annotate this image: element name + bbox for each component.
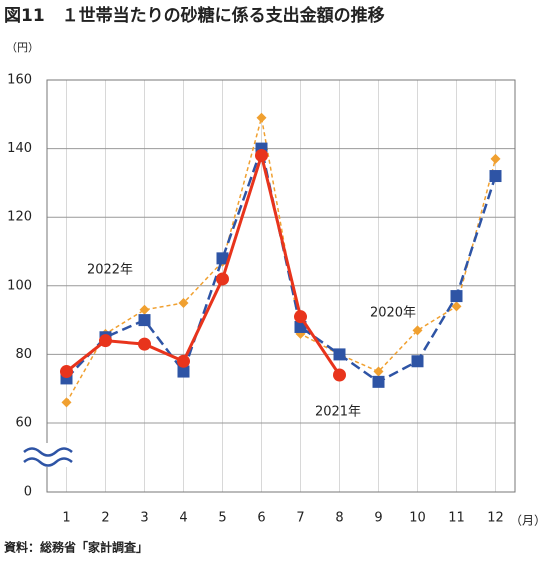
series-label: 2022年 xyxy=(87,263,133,278)
x-tick-label: 8 xyxy=(335,511,343,526)
chart-title: 図11 １世帯当たりの砂糖に係る支出金額の推移 xyxy=(4,5,385,26)
x-tick-label: 7 xyxy=(296,511,304,526)
axis-break xyxy=(23,457,73,467)
series-line xyxy=(65,117,497,403)
x-tick-label: 11 xyxy=(448,511,465,526)
marker xyxy=(60,365,73,379)
series-label: 2021年 xyxy=(315,405,361,420)
x-tick-label: 9 xyxy=(374,511,382,526)
marker xyxy=(294,320,307,333)
x-unit: （月） xyxy=(510,514,545,528)
y-tick-label: 80 xyxy=(15,347,32,362)
marker xyxy=(294,310,307,324)
y-tick-label: 0 xyxy=(24,485,32,500)
x-tick-label: 12 xyxy=(487,511,504,526)
marker xyxy=(138,337,151,351)
marker xyxy=(490,153,501,164)
marker xyxy=(412,325,423,336)
marker xyxy=(489,170,502,183)
marker xyxy=(216,252,229,265)
marker xyxy=(177,365,190,378)
marker xyxy=(99,334,112,348)
marker xyxy=(216,272,229,286)
marker xyxy=(411,355,424,368)
x-tick-label: 4 xyxy=(179,511,187,526)
marker xyxy=(372,375,385,388)
axis-break xyxy=(23,447,73,457)
marker xyxy=(451,301,462,312)
y-tick-label: 120 xyxy=(7,210,32,225)
x-tick-label: 5 xyxy=(218,511,226,526)
y-tick-label: 100 xyxy=(7,278,32,293)
marker xyxy=(139,304,150,315)
series-line xyxy=(65,149,341,376)
marker xyxy=(61,397,72,408)
marker xyxy=(138,314,151,327)
series-label: 2020年 xyxy=(370,306,416,321)
x-tick-label: 3 xyxy=(140,511,148,526)
x-tick-label: 10 xyxy=(409,511,426,526)
series-line xyxy=(65,144,497,384)
marker xyxy=(450,290,463,303)
y-tick-label: 60 xyxy=(15,416,32,431)
marker xyxy=(256,112,267,123)
marker xyxy=(333,348,346,361)
marker xyxy=(177,354,190,368)
marker xyxy=(255,148,268,162)
x-tick-label: 1 xyxy=(62,511,70,526)
marker xyxy=(333,368,346,382)
x-tick-label: 6 xyxy=(257,511,265,526)
y-tick-label: 140 xyxy=(7,141,32,156)
y-tick-label: 160 xyxy=(7,73,32,88)
marker xyxy=(178,297,189,308)
plot-frame xyxy=(46,79,516,493)
y-unit: （円） xyxy=(6,41,39,54)
source: 資料：総務省「家計調査」 xyxy=(4,540,148,555)
marker xyxy=(373,366,384,377)
x-tick-label: 2 xyxy=(101,511,109,526)
